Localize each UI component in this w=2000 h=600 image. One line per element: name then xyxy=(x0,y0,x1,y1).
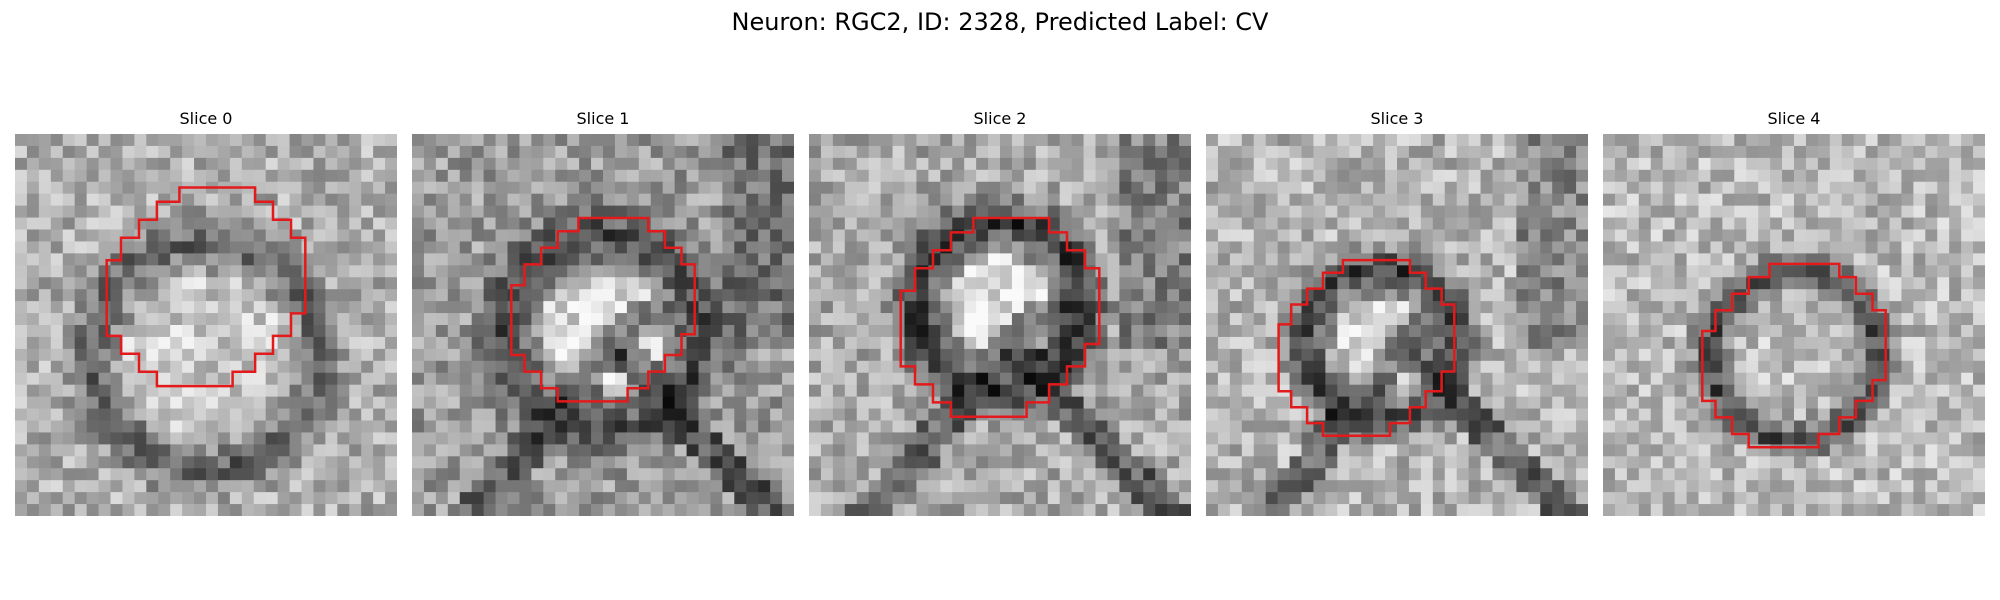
slice-image xyxy=(809,134,1191,516)
slice-title: Slice 1 xyxy=(576,109,630,128)
pixel-grid xyxy=(1206,134,1588,516)
figure-title: Neuron: RGC2, ID: 2328, Predicted Label:… xyxy=(731,8,1269,36)
slice-panel-3: Slice 3 xyxy=(1206,110,1588,516)
pixel-grid xyxy=(412,134,794,516)
slice-image xyxy=(15,134,397,516)
slice-title: Slice 3 xyxy=(1370,109,1424,128)
slice-panel-2: Slice 2 xyxy=(809,110,1191,516)
slice-title: Slice 0 xyxy=(179,109,233,128)
slice-image xyxy=(412,134,794,516)
slice-panel-0: Slice 0 xyxy=(15,110,397,516)
slice-title: Slice 4 xyxy=(1767,109,1821,128)
slice-panel-1: Slice 1 xyxy=(412,110,794,516)
slice-panel-4: Slice 4 xyxy=(1603,110,1985,516)
slice-image xyxy=(1206,134,1588,516)
roi-contour xyxy=(1701,262,1887,449)
pixel-grid xyxy=(809,134,1191,516)
roi-contour xyxy=(510,216,696,403)
slice-title: Slice 2 xyxy=(973,109,1027,128)
pixel-grid xyxy=(1603,134,1985,516)
roi-contour xyxy=(1277,258,1456,438)
roi-contour xyxy=(899,216,1101,418)
pixel-grid xyxy=(15,134,397,516)
slice-image xyxy=(1603,134,1985,516)
roi-contour xyxy=(105,186,307,388)
